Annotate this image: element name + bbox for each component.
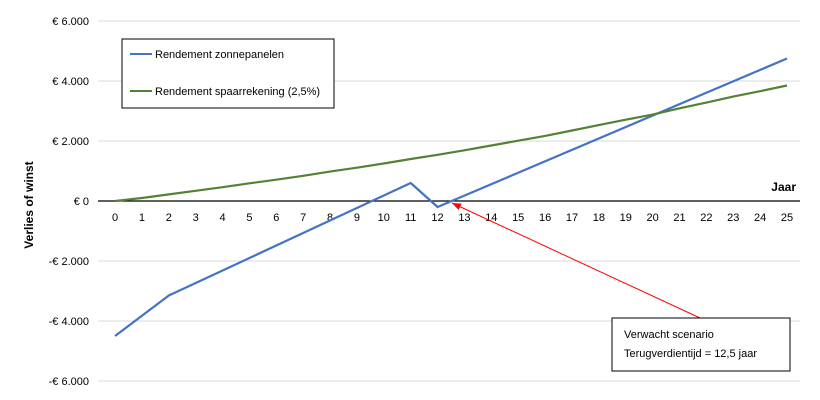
x-tick-label: 1 — [139, 212, 145, 224]
x-tick-label: 20 — [646, 212, 658, 224]
annotation: Verwacht scenario Terugverdientijd = 12,… — [451, 202, 791, 372]
x-tick-label: 8 — [327, 212, 333, 224]
y-tick-label: -€ 4.000 — [49, 316, 89, 328]
annotation-box — [611, 317, 791, 372]
series-line-0 — [114, 57, 788, 337]
x-tick-label: 6 — [273, 212, 279, 224]
legend-label-spaarrekening: Rendement spaarrekening (2,5%) — [155, 86, 320, 98]
x-tick-label: 19 — [620, 212, 632, 224]
x-tick-labels: 0 1 2 3 4 5 6 7 8 9 10 11 12 13 14 15 16 17 18 19 20 21 22 23 24… — [112, 212, 793, 224]
x-tick-label: 17 — [566, 212, 578, 224]
x-axis-title: Jaar — [771, 180, 796, 194]
x-tick-label: 24 — [754, 212, 766, 224]
x-tick-label: 16 — [539, 212, 551, 224]
x-tick-label: 12 — [431, 212, 443, 224]
x-tick-label: 2 — [166, 212, 172, 224]
series-line-1 — [114, 84, 788, 203]
x-tick-label: 21 — [673, 212, 685, 224]
y-tick-label: € 6.000 — [52, 16, 89, 28]
y-tick-label: € 4.000 — [52, 76, 89, 88]
x-tick-label: 4 — [219, 212, 225, 224]
x-tick-label: 22 — [700, 212, 712, 224]
legend-label-zonnepanelen: Rendement zonnepanelen — [155, 49, 284, 61]
x-tick-label: 25 — [781, 212, 793, 224]
x-tick-label: 7 — [300, 212, 306, 224]
x-tick-label: 14 — [485, 212, 497, 224]
series-lines — [114, 57, 788, 337]
annotation-line-1: Verwacht scenario — [624, 329, 714, 341]
annotation-arrow — [451, 202, 701, 319]
x-tick-label: 18 — [593, 212, 605, 224]
y-tick-labels: € 6.000 € 4.000 € 2.000 € 0 -€ 2.000 -€ 4.000… — [49, 16, 89, 388]
annotation-arrowhead — [452, 203, 462, 210]
x-tick-label: 5 — [246, 212, 252, 224]
y-tick-label: -€ 6.000 — [49, 376, 89, 388]
x-tick-label: 0 — [112, 212, 118, 224]
x-tick-label: 11 — [405, 212, 416, 224]
y-tick-label: -€ 2.000 — [49, 256, 89, 268]
y-axis-title: Verlies of winst — [22, 161, 36, 248]
y-tick-label: € 2.000 — [52, 136, 89, 148]
x-tick-label: 15 — [512, 212, 524, 224]
x-tick-label: 3 — [193, 212, 199, 224]
annotation-line-2: Terugverdientijd = 12,5 jaar — [624, 348, 757, 360]
x-tick-label: 13 — [458, 212, 470, 224]
x-tick-label: 10 — [378, 212, 390, 224]
x-tick-label: 23 — [727, 212, 739, 224]
legend: Rendement zonnepanelen Rendement spaarre… — [121, 38, 335, 109]
legend-box — [121, 38, 335, 109]
x-tick-label: 9 — [354, 212, 360, 224]
y-tick-label: € 0 — [74, 196, 89, 208]
